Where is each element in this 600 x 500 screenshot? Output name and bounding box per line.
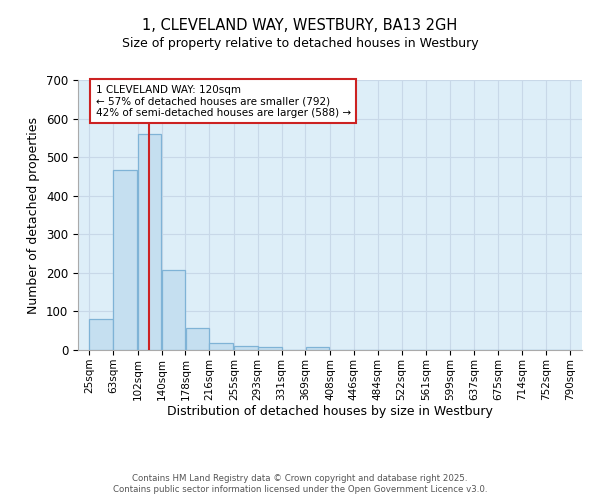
Text: Contains HM Land Registry data © Crown copyright and database right 2025.
Contai: Contains HM Land Registry data © Crown c… [113, 474, 487, 494]
Bar [234, 346, 257, 350]
Bar [89, 319, 113, 350]
Bar [161, 270, 185, 350]
Text: 1 CLEVELAND WAY: 120sqm
← 57% of detached houses are smaller (792)
42% of semi-d: 1 CLEVELAND WAY: 120sqm ← 57% of detache… [95, 84, 351, 118]
Bar [209, 344, 233, 350]
Text: Size of property relative to detached houses in Westbury: Size of property relative to detached ho… [122, 38, 478, 51]
Bar [305, 348, 329, 350]
Y-axis label: Number of detached properties: Number of detached properties [28, 116, 40, 314]
Text: 1, CLEVELAND WAY, WESTBURY, BA13 2GH: 1, CLEVELAND WAY, WESTBURY, BA13 2GH [142, 18, 458, 32]
Bar [185, 328, 209, 350]
Bar [113, 170, 137, 350]
Bar [138, 134, 161, 350]
X-axis label: Distribution of detached houses by size in Westbury: Distribution of detached houses by size … [167, 406, 493, 418]
Bar [258, 347, 281, 350]
